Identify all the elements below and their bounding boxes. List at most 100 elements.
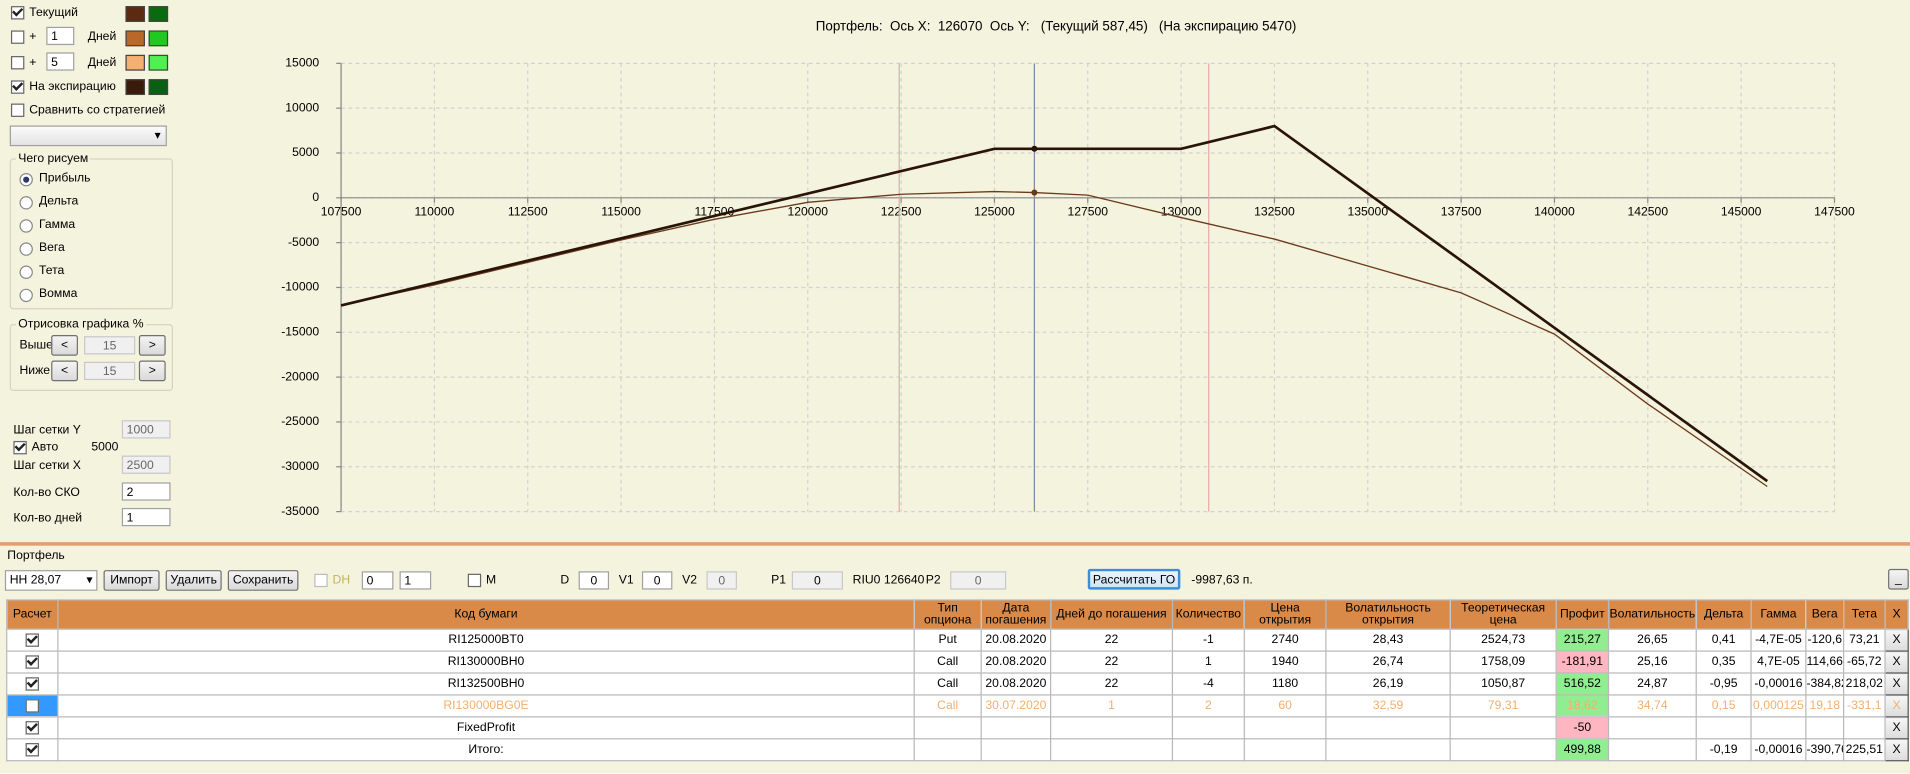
input[interactable]: 15 [84, 336, 136, 355]
input[interactable]: 0 [578, 571, 610, 590]
swatch[interactable] [125, 30, 145, 47]
swatch[interactable] [148, 79, 169, 96]
splitter[interactable] [0, 542, 1910, 546]
column-header: Волатильность открытия [1325, 599, 1451, 630]
input[interactable]: 0 [706, 571, 737, 590]
label: Дней [87, 56, 117, 70]
swatch[interactable] [125, 79, 145, 96]
checkbox[interactable] [25, 699, 39, 713]
label: RIU0 126640 [852, 573, 925, 588]
cell [1695, 716, 1752, 740]
y-tick-label: 5000 [292, 145, 319, 159]
button[interactable]: < [51, 360, 78, 382]
radio[interactable] [19, 172, 33, 187]
check-cell[interactable] [6, 694, 59, 718]
cursor-point [1031, 145, 1038, 152]
cursor-point [1031, 189, 1038, 196]
checkbox[interactable] [25, 742, 39, 757]
dropdown-value: HH 28,07 [9, 573, 62, 588]
swatch[interactable] [148, 30, 169, 47]
checkbox[interactable] [10, 80, 25, 94]
cell[interactable]: X [1884, 628, 1909, 652]
column-header: Дельта [1695, 599, 1752, 630]
radio[interactable] [19, 219, 33, 233]
cell: 25,16 [1607, 650, 1697, 674]
radio[interactable] [19, 196, 33, 210]
cell: -4,7E-05 [1750, 628, 1807, 652]
button[interactable]: Сохранить [227, 570, 299, 591]
cell[interactable]: X [1884, 650, 1909, 674]
input[interactable]: 15 [84, 361, 136, 381]
check-cell[interactable] [6, 716, 59, 740]
column-header: Вега [1805, 599, 1845, 630]
cell [980, 738, 1052, 762]
column-header: Расчет [6, 599, 59, 630]
column-header: Код бумаги [57, 599, 915, 630]
radio[interactable] [19, 265, 33, 279]
x-tick-label: 140000 [1534, 205, 1575, 219]
button[interactable]: _ [1888, 568, 1909, 590]
radio[interactable] [19, 288, 33, 303]
checkbox[interactable] [10, 56, 25, 70]
cell: 18,62 [1555, 694, 1610, 718]
button[interactable]: Импорт [103, 570, 160, 591]
series-line [340, 190, 1768, 488]
input[interactable]: 0 [791, 571, 843, 590]
button[interactable]: > [138, 360, 166, 382]
button[interactable]: < [51, 334, 78, 356]
value: 5000 [91, 440, 119, 455]
input[interactable]: 5 [46, 52, 75, 71]
radio[interactable] [19, 242, 33, 256]
cell[interactable]: X [1884, 738, 1909, 762]
cell: -384,82 [1805, 672, 1845, 696]
input[interactable]: 2 [121, 482, 171, 501]
input[interactable]: 0 [950, 571, 1007, 590]
cell[interactable]: X [1884, 672, 1909, 696]
check-cell[interactable] [6, 738, 59, 762]
check-cell[interactable] [6, 650, 59, 674]
cell: 1050,87 [1449, 672, 1557, 696]
check-cell[interactable] [6, 672, 59, 696]
button[interactable]: Удалить [165, 570, 222, 591]
input[interactable]: 2500 [121, 455, 171, 474]
cell[interactable]: X [1884, 716, 1909, 740]
cell: 2740 [1243, 628, 1327, 652]
dropdown[interactable]: ▾ [9, 125, 167, 147]
button[interactable]: > [138, 334, 166, 356]
input[interactable]: 0 [641, 571, 673, 590]
dropdown[interactable]: HH 28,07 ▾ [4, 570, 98, 591]
checkbox[interactable] [25, 677, 39, 691]
checkbox[interactable] [467, 573, 482, 588]
checkbox[interactable] [25, 633, 39, 647]
spinner[interactable]: 0 [361, 571, 394, 590]
header-row: Расчет Код бумаги Тип опциона Дата погашени… [6, 599, 1909, 630]
spinner[interactable]: 1 [399, 571, 432, 590]
cell [1843, 716, 1886, 740]
checkbox[interactable] [314, 573, 328, 588]
button[interactable]: Рассчитать ГО [1087, 568, 1181, 590]
x-tick-label: 110000 [415, 205, 455, 219]
check-cell[interactable] [6, 628, 59, 652]
cell: 0,41 [1695, 628, 1752, 652]
input[interactable]: 1 [46, 26, 75, 46]
swatch[interactable] [148, 6, 169, 22]
cell[interactable]: X [1884, 694, 1909, 718]
checkbox[interactable] [10, 6, 25, 20]
cell [913, 716, 982, 740]
swatch[interactable] [148, 54, 169, 71]
x-tick-label: 120000 [787, 205, 828, 219]
label: V2 [682, 573, 698, 588]
cell: -390,76 [1805, 738, 1845, 762]
swatch[interactable] [125, 6, 145, 22]
swatch[interactable] [125, 54, 145, 71]
checkbox[interactable] [10, 103, 25, 117]
input[interactable]: 1 [121, 507, 171, 527]
cell: Call [913, 650, 982, 674]
checkbox[interactable] [25, 721, 39, 735]
input[interactable]: 1000 [121, 420, 171, 439]
checkbox[interactable] [10, 30, 25, 44]
checkbox[interactable] [25, 655, 39, 669]
checkbox[interactable] [13, 440, 27, 455]
cell: 2524,73 [1449, 628, 1557, 652]
